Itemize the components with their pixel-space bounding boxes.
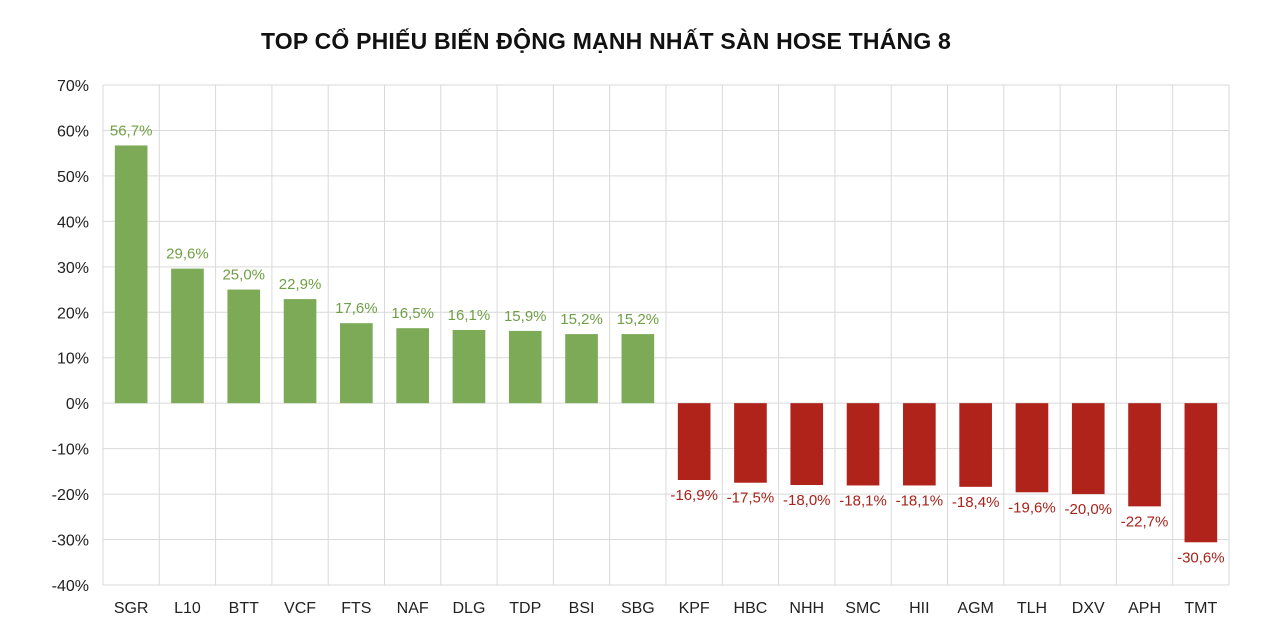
- category-label-dlg: DLG: [452, 600, 485, 617]
- y-tick-label: 40%: [57, 214, 89, 231]
- bar-l10: [171, 268, 204, 404]
- data-label-fts: 17,6%: [335, 300, 378, 317]
- y-tick-label: 60%: [57, 123, 89, 140]
- bar-naf: [396, 328, 429, 404]
- x-axis: SGR L10 BTT VCF FTS NAF DLG TDP BSI SBG KPF HBC NHH S…: [114, 600, 1218, 617]
- category-label-sbg: SBG: [621, 600, 655, 617]
- bar-dxv: [1071, 403, 1105, 495]
- data-label-hii: -18,1%: [896, 492, 944, 509]
- y-tick-label: -40%: [52, 578, 89, 595]
- chart-title: TOP CỔ PHIẾU BIẾN ĐỘNG MẠNH NHẤT SÀN HOS…: [260, 28, 952, 54]
- category-label-bsi: BSI: [569, 600, 595, 617]
- category-label-l10: L10: [174, 600, 201, 617]
- bar-fts: [340, 323, 373, 404]
- category-label-hbc: HBC: [734, 600, 768, 617]
- data-label-hbc: -17,5%: [727, 490, 775, 507]
- category-label-smc: SMC: [845, 600, 881, 617]
- data-label-tmt: -30,6%: [1177, 549, 1225, 566]
- data-label-aph: -22,7%: [1121, 513, 1169, 530]
- y-tick-label: 70%: [57, 78, 89, 95]
- data-labels: 56,7% 29,6% 25,0% 22,9% 17,6% 16,5% 16,1% 15,9%…: [110, 122, 1225, 566]
- bar-btt: [227, 289, 261, 404]
- category-label-aph: APH: [1128, 600, 1161, 617]
- category-label-nhh: NHH: [789, 600, 824, 617]
- bar-smc: [846, 403, 880, 486]
- category-label-agm: AGM: [957, 600, 993, 617]
- data-label-btt: 25,0%: [222, 267, 265, 284]
- data-label-sbg: 15,2%: [617, 311, 660, 328]
- data-label-sgr: 56,7%: [110, 122, 153, 139]
- y-axis: 70% 60% 50% 40% 30% 20% 10% 0% -10% -20% -30% -40%: [52, 78, 89, 595]
- bar-dlg: [452, 330, 486, 404]
- category-label-tlh: TLH: [1017, 600, 1047, 617]
- bars: [114, 145, 1218, 543]
- data-label-dlg: 16,1%: [448, 307, 491, 324]
- data-label-dxv: -20,0%: [1064, 501, 1112, 518]
- category-label-kpf: KPF: [679, 600, 710, 617]
- y-tick-label: -30%: [52, 533, 89, 550]
- data-label-kpf: -16,9%: [670, 487, 718, 504]
- bar-bsi: [565, 334, 598, 404]
- y-tick-label: 0%: [66, 396, 89, 413]
- data-label-naf: 16,5%: [391, 305, 434, 322]
- grid-lines: [102, 84, 1230, 586]
- data-label-tlh: -19,6%: [1008, 499, 1056, 516]
- bar-sgr: [114, 145, 148, 404]
- category-label-tdp: TDP: [509, 600, 541, 617]
- bar-tlh: [1015, 403, 1049, 493]
- data-label-agm: -18,4%: [952, 494, 1000, 511]
- bar-hii: [903, 403, 936, 486]
- data-label-nhh: -18,0%: [783, 492, 831, 509]
- bar-agm: [959, 403, 992, 487]
- bar-aph: [1128, 403, 1161, 507]
- data-label-smc: -18,1%: [839, 492, 887, 509]
- data-label-bsi: 15,2%: [560, 311, 603, 328]
- category-label-sgr: SGR: [114, 600, 149, 617]
- bar-tmt: [1184, 403, 1218, 543]
- data-label-vcf: 22,9%: [279, 276, 322, 293]
- y-tick-label: 10%: [57, 351, 89, 368]
- category-label-fts: FTS: [341, 600, 371, 617]
- y-tick-label: -20%: [52, 487, 89, 504]
- category-label-tmt: TMT: [1184, 600, 1217, 617]
- category-label-dxv: DXV: [1072, 600, 1105, 617]
- y-tick-label: 50%: [57, 169, 89, 186]
- category-label-naf: NAF: [397, 600, 429, 617]
- y-tick-label: -10%: [52, 442, 89, 459]
- category-label-hii: HII: [909, 600, 929, 617]
- bar-hbc: [734, 403, 767, 483]
- data-label-l10: 29,6%: [166, 246, 209, 263]
- y-tick-label: 30%: [57, 260, 89, 277]
- category-label-btt: BTT: [229, 600, 259, 617]
- bar-sbg: [621, 334, 655, 404]
- bar-nhh: [790, 403, 824, 485]
- bar-vcf: [283, 299, 317, 404]
- y-tick-label: 20%: [57, 305, 89, 322]
- bar-kpf: [677, 403, 711, 480]
- category-label-vcf: VCF: [284, 600, 316, 617]
- data-label-tdp: 15,9%: [504, 308, 547, 325]
- bar-tdp: [508, 330, 542, 404]
